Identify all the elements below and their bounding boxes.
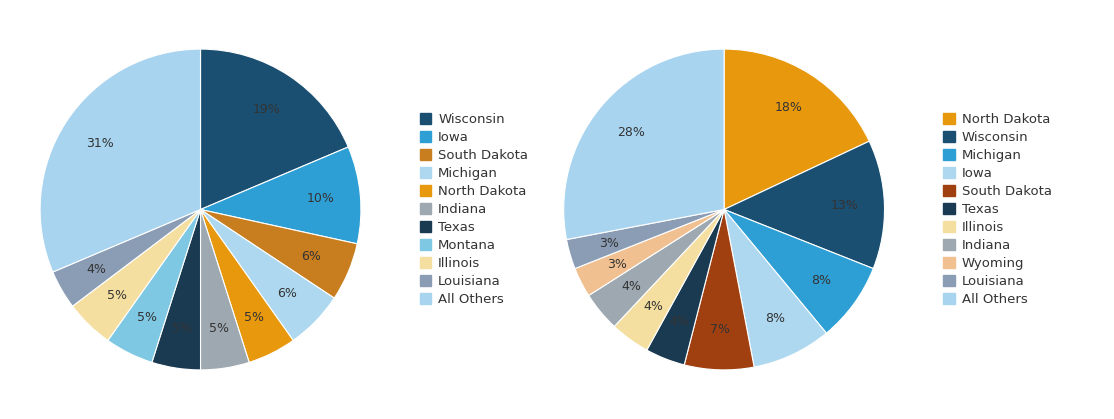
Text: 7%: 7%	[711, 323, 731, 336]
Text: 6%: 6%	[277, 287, 296, 300]
Wedge shape	[201, 210, 358, 298]
Text: 5%: 5%	[137, 311, 157, 324]
Wedge shape	[614, 210, 724, 350]
Wedge shape	[564, 49, 724, 240]
Wedge shape	[201, 210, 293, 362]
Wedge shape	[201, 147, 361, 244]
Wedge shape	[152, 210, 201, 370]
Text: 4%: 4%	[670, 315, 690, 328]
Text: 31%: 31%	[87, 137, 114, 150]
Wedge shape	[40, 49, 201, 272]
Wedge shape	[724, 210, 873, 333]
Text: 4%: 4%	[87, 263, 106, 276]
Wedge shape	[724, 141, 885, 269]
Wedge shape	[201, 210, 334, 340]
Text: 5%: 5%	[107, 290, 127, 303]
Wedge shape	[575, 210, 724, 295]
Wedge shape	[647, 210, 724, 365]
Text: 5%: 5%	[172, 322, 192, 335]
Wedge shape	[724, 210, 827, 367]
Wedge shape	[72, 210, 201, 340]
Text: 4%: 4%	[644, 300, 663, 313]
Legend: North Dakota, Wisconsin, Michigan, Iowa, South Dakota, Texas, Illinois, Indiana,: North Dakota, Wisconsin, Michigan, Iowa,…	[939, 109, 1056, 310]
Text: 8%: 8%	[765, 312, 785, 325]
Wedge shape	[724, 49, 869, 210]
Text: 3%: 3%	[598, 237, 618, 250]
Text: 19%: 19%	[253, 103, 281, 116]
Text: 10%: 10%	[306, 192, 334, 205]
Wedge shape	[52, 210, 201, 306]
Text: 28%: 28%	[617, 126, 645, 139]
Text: 18%: 18%	[774, 101, 802, 114]
Text: 13%: 13%	[830, 199, 858, 212]
Wedge shape	[684, 210, 754, 370]
Text: 6%: 6%	[302, 250, 321, 263]
Text: 5%: 5%	[244, 311, 264, 324]
Wedge shape	[201, 49, 349, 210]
Text: 3%: 3%	[607, 258, 627, 271]
Wedge shape	[588, 210, 724, 326]
Wedge shape	[201, 210, 250, 370]
Text: 5%: 5%	[209, 322, 229, 335]
Wedge shape	[567, 210, 724, 269]
Text: 4%: 4%	[622, 280, 642, 293]
Legend: Wisconsin, Iowa, South Dakota, Michigan, North Dakota, Indiana, Texas, Montana, : Wisconsin, Iowa, South Dakota, Michigan,…	[416, 109, 532, 310]
Wedge shape	[108, 210, 201, 362]
Text: 8%: 8%	[811, 274, 831, 287]
